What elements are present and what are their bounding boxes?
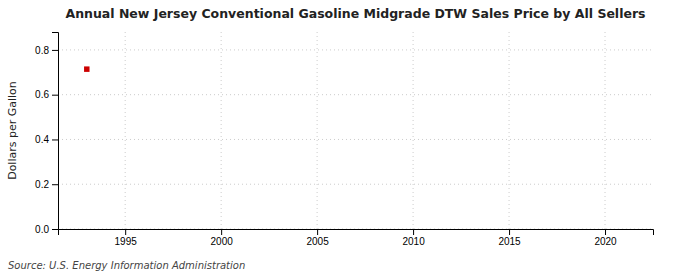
grid-line-x xyxy=(509,32,510,229)
y-axis: 0.0 0.2 0.4 0.6 0.8 xyxy=(35,33,58,235)
grid-line-x xyxy=(605,32,606,229)
title: Annual New Jersey Conventional Gasoline … xyxy=(65,6,645,21)
x-axis-tick-label: 2020 xyxy=(594,236,617,247)
y-axis-tick-label: 0.8 xyxy=(35,45,49,56)
y-axis-tick-label: 0.2 xyxy=(35,179,49,190)
y-axis-tick: 0.0 xyxy=(35,224,58,235)
x-axis-tick-label: 2010 xyxy=(402,236,425,247)
x-axis-tick-mark xyxy=(221,229,222,235)
y-axis-title: Dollars per Gallon xyxy=(6,81,19,180)
y-axis-line xyxy=(52,33,59,230)
y-axis-tick: 0.4 xyxy=(35,134,58,145)
x-axis-tick-label: 2000 xyxy=(211,236,234,247)
y-axis-tick-mark xyxy=(52,50,58,51)
grid-line-x xyxy=(317,32,318,229)
x-axis-tick: 2005 xyxy=(306,229,329,247)
x-axis-tick: 2020 xyxy=(594,229,617,247)
x-axis-tick-label: 2005 xyxy=(306,236,329,247)
plot-area: 1995 2000 2005 2010 2015 2020 0.0 0.2 0.4 0.6 0.8 xyxy=(35,32,653,247)
grid xyxy=(58,32,653,229)
x-axis-tick-mark xyxy=(413,229,414,235)
y-axis-tick: 0.6 xyxy=(35,89,58,100)
x-axis-tick: 1995 xyxy=(115,229,138,247)
x-axis-tick: 2015 xyxy=(498,229,521,247)
grid-line-x xyxy=(125,32,126,229)
grid-line-y xyxy=(58,184,653,185)
y-axis-tick: 0.8 xyxy=(35,45,58,56)
x-axis: 1995 2000 2005 2010 2015 2020 xyxy=(59,229,654,247)
x-axis-tick: 2000 xyxy=(211,229,234,247)
x-axis-tick-mark xyxy=(509,229,510,235)
y-axis-tick-label: 0.0 xyxy=(35,224,49,235)
x-axis-tick-label: 1995 xyxy=(115,236,138,247)
y-axis-tick-label: 0.4 xyxy=(35,134,49,145)
x-axis-line xyxy=(59,230,654,236)
x-axis-tick: 2010 xyxy=(402,229,425,247)
x-axis-tick-mark xyxy=(605,229,606,235)
data-point xyxy=(84,66,89,71)
x-axis-tick-mark xyxy=(317,229,318,235)
grid-line-x xyxy=(413,32,414,229)
y-axis-tick-mark xyxy=(52,184,58,185)
x-axis-tick-mark xyxy=(125,229,126,235)
x-axis-tick-label: 2015 xyxy=(498,236,521,247)
data-points xyxy=(84,66,89,71)
y-axis-tick-mark xyxy=(52,139,58,140)
grid-line-y xyxy=(58,139,653,140)
chart: 1995 2000 2005 2010 2015 2020 0.0 0.2 0.4 0.6 0.8 A… xyxy=(0,0,675,275)
y-axis-tick: 0.2 xyxy=(35,179,58,190)
grid-line-y xyxy=(58,94,653,95)
grid-line-y xyxy=(58,49,653,50)
y-axis-tick-mark xyxy=(52,95,58,96)
source: Source: U.S. Energy Information Administ… xyxy=(8,260,245,271)
grid-line-x xyxy=(221,32,222,229)
y-axis-tick-label: 0.6 xyxy=(35,89,49,100)
y-axis-tick-mark xyxy=(52,229,58,230)
